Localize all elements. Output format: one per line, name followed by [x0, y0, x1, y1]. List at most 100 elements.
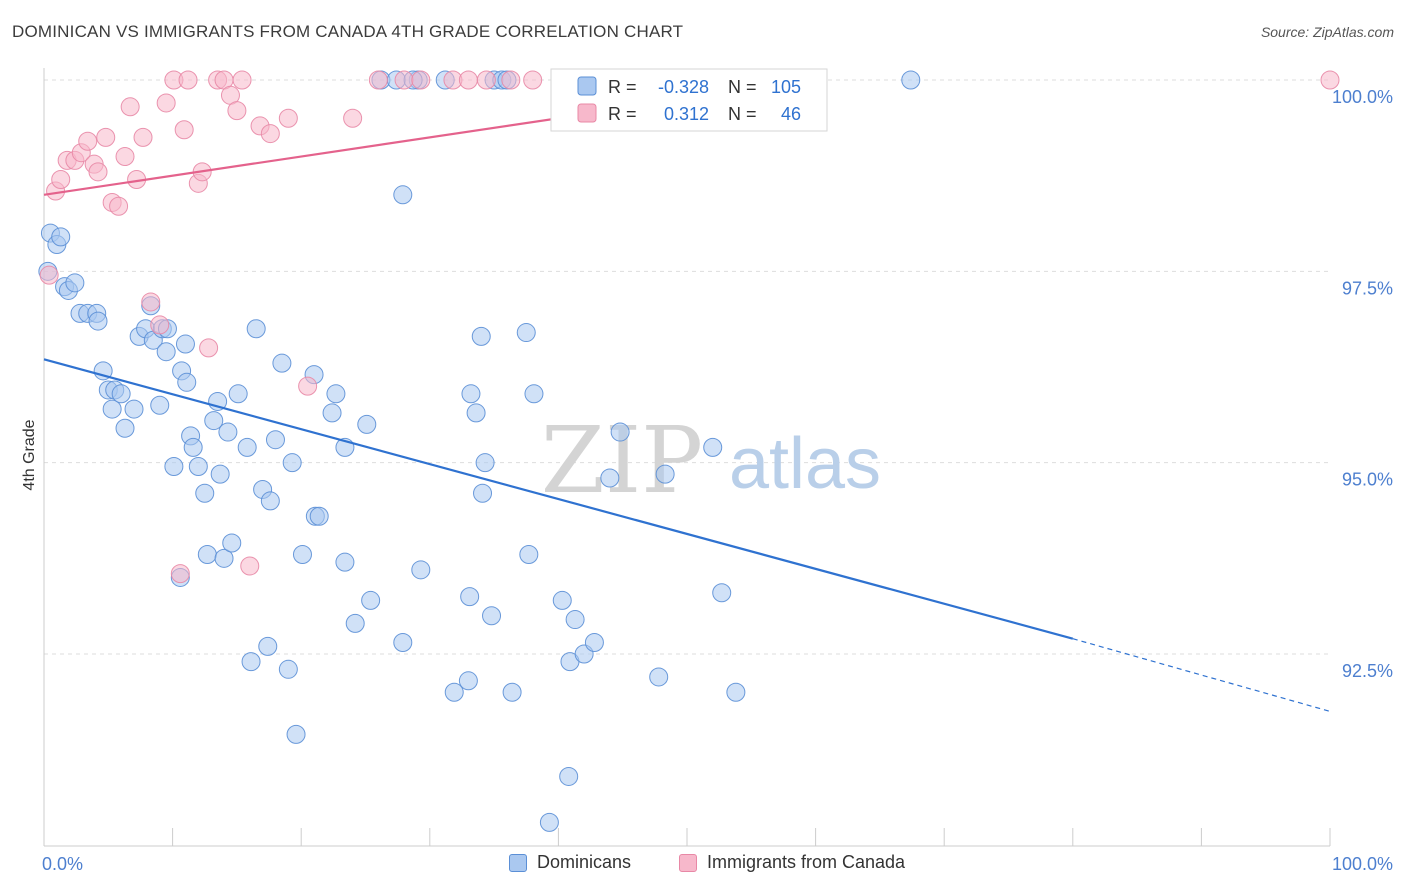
legend-stats: R = -0.328 N = 105 R = 0.312 N = 46 [550, 68, 828, 132]
dominican-point [357, 414, 377, 434]
dominican-point [237, 437, 257, 457]
dominican-point [282, 453, 302, 473]
canada-point [156, 93, 176, 113]
legend-n-label: N = [728, 104, 757, 124]
legend-item-canada[interactable]: Immigrants from Canada [679, 852, 905, 873]
canada-point [88, 162, 108, 182]
dominican-point [482, 606, 502, 626]
y-tick-labels: 100.0% 97.5% 95.0% 92.5% [1332, 87, 1393, 681]
canada-point [178, 70, 198, 90]
y-tick-label: 95.0% [1342, 470, 1393, 490]
dominican-point [584, 633, 604, 653]
dominican-point [335, 552, 355, 572]
dominican-point [393, 633, 413, 653]
dominican-point [565, 610, 585, 630]
dominican-point [458, 671, 478, 691]
y-tick-label: 97.5% [1342, 278, 1393, 298]
dominican-point [326, 384, 346, 404]
dominican-point [65, 273, 85, 293]
series-dominicans [38, 70, 921, 832]
legend: Dominicans Immigrants from Canada [0, 852, 1406, 876]
dominican-point [278, 659, 298, 679]
canada-point [260, 124, 280, 144]
dominican-point [124, 399, 144, 419]
canada-point [394, 70, 414, 90]
legend-stats-swatch-blue [577, 76, 597, 96]
legend-n-value: 46 [781, 104, 801, 124]
canada-point [170, 564, 190, 584]
x-tick-label: 0.0% [42, 854, 83, 874]
dominican-point [183, 437, 203, 457]
dominican-point [471, 326, 491, 346]
legend-swatch-blue [509, 853, 527, 872]
dominican-point [649, 667, 669, 687]
legend-n-label: N = [728, 77, 757, 97]
dominican-point [411, 560, 431, 580]
dominican-point [461, 384, 481, 404]
dominican-point [188, 456, 208, 476]
source-label: Source: ZipAtlas.com [1260, 24, 1394, 40]
dominican-point [502, 682, 522, 702]
dominican-point [177, 372, 197, 392]
legend-r-value: 0.312 [664, 104, 709, 124]
dominican-point [901, 70, 921, 90]
dominican-point [260, 491, 280, 511]
canada-point [39, 265, 59, 285]
dominican-point [552, 590, 572, 610]
canada-point [120, 97, 140, 117]
dominican-point [214, 548, 234, 568]
dominican-point [111, 384, 131, 404]
x-tick-labels: 0.0% 100.0% [42, 854, 1393, 874]
dominican-point [102, 399, 122, 419]
canada-point [298, 376, 318, 396]
dominican-point [292, 545, 312, 565]
dominican-point [610, 422, 630, 442]
dominican-point [241, 652, 261, 672]
legend-item-dominicans[interactable]: Dominicans [509, 852, 631, 873]
legend-r-label: R = [608, 104, 637, 124]
chart-title: DOMINICAN VS IMMIGRANTS FROM CANADA 4TH … [12, 22, 684, 41]
canada-point [199, 338, 219, 358]
dominican-point [228, 384, 248, 404]
legend-swatch-pink [679, 853, 697, 872]
dominican-point [265, 430, 285, 450]
y-tick-label: 92.5% [1342, 661, 1393, 681]
legend-r-value: -0.328 [658, 77, 709, 97]
canada-point [227, 101, 247, 121]
dominican-point [345, 613, 365, 633]
canada-point [240, 556, 260, 576]
dominican-point [204, 411, 224, 431]
dominican-point [559, 766, 579, 786]
dominican-point [222, 533, 242, 553]
trend-line-dominicans-extension [1072, 638, 1331, 712]
canada-point [476, 70, 496, 90]
y-tick-label: 100.0% [1332, 87, 1393, 107]
dominican-point [218, 422, 238, 442]
canada-point [343, 108, 363, 128]
canada-point [411, 70, 431, 90]
canada-point [109, 196, 129, 216]
dominican-point [51, 227, 71, 247]
legend-label: Dominicans [537, 852, 632, 872]
canada-point [150, 315, 170, 335]
legend-label: Immigrants from Canada [707, 852, 906, 872]
canada-point [458, 70, 478, 90]
dominican-point [475, 453, 495, 473]
legend-r-label: R = [608, 77, 637, 97]
watermark-atlas: atlas [729, 424, 881, 504]
canada-point [232, 70, 252, 90]
dominican-point [309, 506, 329, 526]
dominican-point [150, 395, 170, 415]
canada-point [115, 147, 135, 167]
legend-n-value: 105 [771, 77, 801, 97]
dominican-point [466, 403, 486, 423]
dominican-point [272, 353, 292, 373]
canada-point [278, 108, 298, 128]
dominican-point [655, 464, 675, 484]
dominican-point [539, 812, 559, 832]
canada-point [368, 70, 388, 90]
canada-point [78, 131, 98, 151]
dominican-point [322, 403, 342, 423]
dominican-point [156, 342, 176, 362]
canada-point [501, 70, 521, 90]
